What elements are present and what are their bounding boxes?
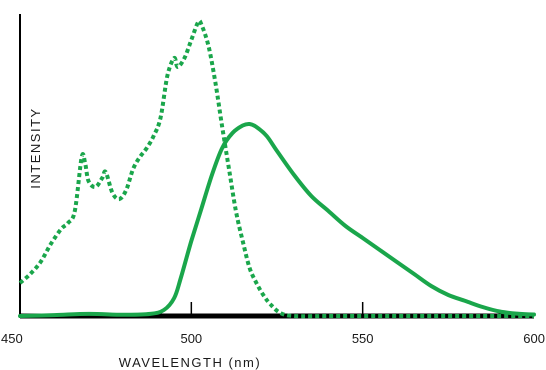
- y-axis-title: INTENSITY: [28, 107, 43, 188]
- x-axis-title: WAVELENGTH (nm): [119, 355, 261, 370]
- series-line-dotted: [18, 18, 534, 319]
- x-tick-label-450: 450: [1, 331, 23, 346]
- x-tick-label-550: 550: [352, 331, 374, 346]
- x-tick-label-500: 500: [180, 331, 202, 346]
- series-line-solid: [18, 121, 536, 318]
- x-tick-label-600: 600: [523, 331, 545, 346]
